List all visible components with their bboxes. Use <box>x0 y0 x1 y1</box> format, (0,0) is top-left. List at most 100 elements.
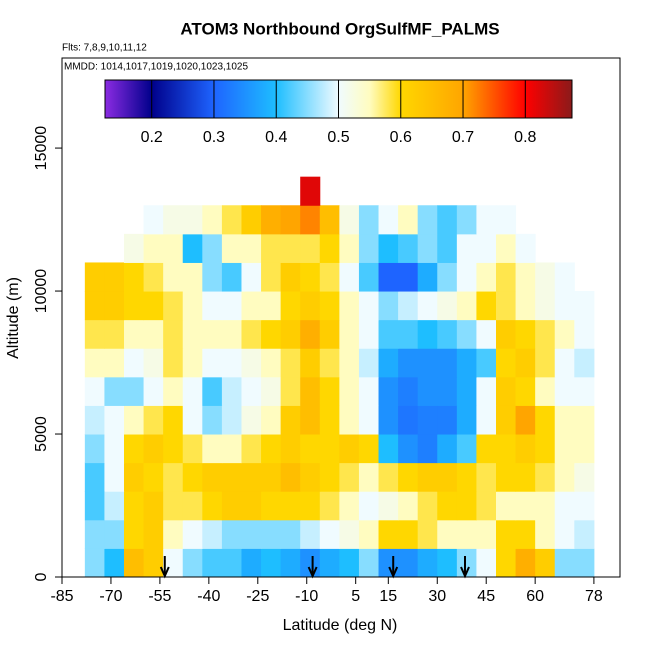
heat-cell <box>358 319 380 349</box>
heat-cell <box>319 291 340 321</box>
heat-cell <box>221 405 242 435</box>
heat-cell <box>143 262 164 292</box>
heat-cell <box>202 462 223 492</box>
colorbar-tick-label: 0.6 <box>390 129 412 146</box>
heat-cell <box>300 405 321 435</box>
heat-cell <box>280 405 301 435</box>
heat-cell <box>124 291 145 321</box>
x-tick-label: -10 <box>295 588 318 605</box>
x-tick-label: 5 <box>351 588 360 605</box>
heat-cell <box>182 548 203 578</box>
heat-cell <box>437 291 458 321</box>
heat-cell <box>535 434 556 464</box>
heat-cell <box>496 405 517 435</box>
heat-cell <box>202 348 223 378</box>
heat-cell <box>143 319 164 349</box>
heat-cell <box>476 348 497 378</box>
heat-cell <box>241 548 262 578</box>
heat-cell <box>163 319 184 349</box>
heat-cell <box>515 319 536 349</box>
heat-cell <box>515 434 536 464</box>
heat-cell <box>417 233 438 263</box>
heat-cell <box>574 291 595 321</box>
heat-cell <box>124 462 145 492</box>
heat-cell <box>319 319 340 349</box>
colorbar-tick-label: 0.3 <box>203 129 225 146</box>
heat-cell <box>417 348 438 378</box>
heat-cell <box>143 405 164 435</box>
heat-cell <box>84 262 105 292</box>
heat-cell <box>241 205 262 235</box>
heat-cell <box>358 376 380 406</box>
heat-cell <box>398 405 419 435</box>
heat-cell <box>300 491 321 521</box>
heat-cell <box>476 434 497 464</box>
heat-cell <box>319 233 340 263</box>
heat-cell <box>476 205 497 235</box>
heat-cell <box>280 319 301 349</box>
heat-cell <box>280 233 301 263</box>
heat-cell <box>554 548 575 578</box>
heat-cell <box>554 376 575 406</box>
heat-cell <box>456 291 477 321</box>
heat-cell <box>143 548 164 578</box>
x-tick-label: -25 <box>246 588 269 605</box>
heat-cell <box>143 491 164 521</box>
heat-cell <box>476 262 497 292</box>
heat-cell <box>319 462 340 492</box>
heat-cell <box>300 319 321 349</box>
heat-cell <box>339 548 360 578</box>
heat-cell <box>182 462 203 492</box>
heat-cell <box>398 233 419 263</box>
heat-cell <box>339 376 360 406</box>
heat-cell <box>221 434 242 464</box>
heat-cell <box>319 348 340 378</box>
x-tick-label: -70 <box>99 588 122 605</box>
heat-cell <box>398 348 419 378</box>
heat-cell <box>574 434 595 464</box>
heat-cell <box>339 291 360 321</box>
heat-cell <box>241 319 262 349</box>
heat-cell <box>535 519 556 549</box>
heat-cell <box>104 262 125 292</box>
y-axis-label: Altitude (m) <box>5 277 22 359</box>
colorbar-tick-label: 0.4 <box>265 129 287 146</box>
heat-cell <box>124 233 145 263</box>
heat-cell <box>300 376 321 406</box>
heat-cell <box>143 291 164 321</box>
chart-title: ATOM3 Northbound OrgSulfMF_PALMS <box>180 19 499 38</box>
heat-cell <box>182 205 203 235</box>
heat-cell <box>417 291 438 321</box>
heat-cell <box>221 519 242 549</box>
heat-cell <box>104 291 125 321</box>
heat-cell <box>300 519 321 549</box>
heat-cell <box>84 548 105 578</box>
heat-cell <box>221 462 242 492</box>
heat-cell <box>339 491 360 521</box>
y-tick-label: 5000 <box>33 416 50 452</box>
heat-cell <box>182 233 203 263</box>
heat-cell <box>339 462 360 492</box>
heat-cell <box>554 319 575 349</box>
heat-cell <box>378 491 399 521</box>
heat-cell <box>476 291 497 321</box>
heat-cell <box>84 462 105 492</box>
heat-cell <box>221 491 242 521</box>
x-tick-label: 60 <box>526 588 544 605</box>
heat-cell <box>280 548 301 578</box>
heat-cell <box>535 548 556 578</box>
heat-cell <box>496 434 517 464</box>
heat-cell <box>202 548 223 578</box>
heat-cell <box>124 319 145 349</box>
heat-cell <box>261 262 282 292</box>
heat-cell <box>319 262 340 292</box>
heat-cell <box>241 519 262 549</box>
heat-cell <box>378 548 399 578</box>
heat-cell <box>574 491 595 521</box>
heat-cell <box>182 319 203 349</box>
heat-cell <box>535 319 556 349</box>
heat-cell <box>221 291 242 321</box>
y-tick-label: 0 <box>33 572 50 581</box>
heat-cell <box>143 519 164 549</box>
heat-cell <box>241 434 262 464</box>
